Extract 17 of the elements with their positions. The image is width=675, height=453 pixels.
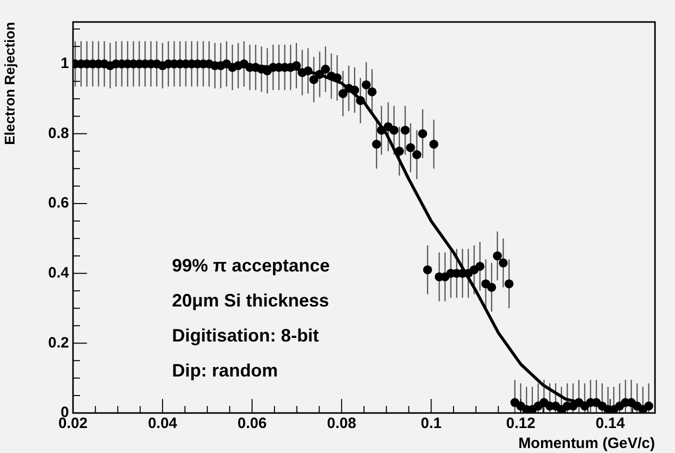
- x-tick-label: 0.08: [327, 415, 356, 432]
- y-tick-label: 0.8: [48, 124, 69, 142]
- annotation: 20μm Si thickness: [172, 290, 330, 310]
- x-tick-label: 0.12: [506, 415, 536, 432]
- x-tick-label: 0.06: [237, 415, 267, 432]
- y-tick-label: 0.2: [48, 334, 69, 352]
- y-axis-title: Electron Rejection: [1, 22, 18, 145]
- x-tick-label: 0.04: [148, 415, 178, 432]
- y-tick-label: 0.4: [48, 264, 70, 282]
- y-tick-label: 0.6: [48, 194, 69, 212]
- annotation: Digitisation: 8-bit: [172, 325, 319, 346]
- x-tick-label: 0.1: [420, 415, 442, 432]
- y-tick-label: 1: [60, 55, 69, 72]
- annotation: 99% π acceptance: [172, 255, 330, 276]
- x-tick-label: 0.14: [596, 415, 626, 432]
- x-axis-title: Momentum (GeV/c): [518, 435, 655, 452]
- annotation: Dip: random: [172, 360, 278, 380]
